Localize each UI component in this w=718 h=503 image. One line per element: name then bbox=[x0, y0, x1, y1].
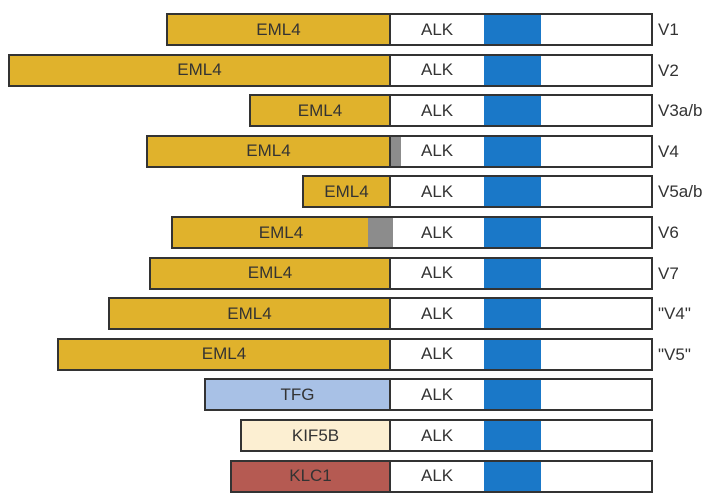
kinase-domain bbox=[484, 380, 541, 410]
partner-label: EML4 bbox=[324, 181, 369, 201]
partner-domain: EML4 bbox=[171, 216, 391, 249]
partner-domain: EML4 bbox=[302, 175, 391, 209]
alk-label: ALK bbox=[421, 344, 454, 364]
kinase-domain bbox=[484, 461, 541, 491]
alk-label: ALK bbox=[421, 60, 454, 80]
partner-label: EML4 bbox=[246, 141, 291, 161]
junction-segment bbox=[368, 218, 393, 247]
partner-label: TFG bbox=[280, 384, 315, 404]
variant-label: V7 bbox=[658, 263, 679, 283]
alk-domain: ALK bbox=[389, 53, 653, 87]
kinase-domain bbox=[484, 177, 541, 207]
alk-domain: ALK bbox=[389, 13, 653, 46]
alk-label: ALK bbox=[421, 181, 454, 201]
alk-domain: ALK bbox=[389, 337, 653, 371]
alk-label: ALK bbox=[421, 263, 454, 283]
alk-domain: ALK bbox=[389, 459, 653, 493]
partner-domain: KLC1 bbox=[230, 459, 391, 493]
partner-label: KIF5B bbox=[291, 425, 340, 445]
alk-domain: ALK bbox=[389, 94, 653, 128]
alk-domain: ALK bbox=[368, 216, 653, 249]
junction-segment bbox=[391, 136, 401, 166]
variant-label: V3a/b bbox=[658, 101, 703, 121]
kinase-domain bbox=[484, 136, 541, 166]
kinase-domain bbox=[484, 96, 541, 126]
alk-label: ALK bbox=[421, 19, 454, 39]
variant-label: V2 bbox=[658, 60, 679, 80]
variant-label: V6 bbox=[658, 223, 679, 242]
partner-domain: EML4 bbox=[149, 256, 391, 290]
kinase-domain bbox=[484, 258, 541, 288]
kinase-domain bbox=[484, 421, 541, 450]
alk-domain: ALK bbox=[389, 378, 653, 412]
alk-domain: ALK bbox=[389, 419, 653, 452]
alk-label: ALK bbox=[421, 141, 454, 161]
partner-label: EML4 bbox=[258, 222, 304, 242]
partner-domain: EML4 bbox=[249, 94, 391, 128]
alk-label: ALK bbox=[421, 384, 454, 404]
partner-label: EML4 bbox=[247, 263, 293, 283]
alk-domain: ALK bbox=[389, 175, 653, 209]
partner-label: EML4 bbox=[201, 344, 247, 364]
alk-domain: ALK bbox=[389, 134, 653, 168]
partner-domain: TFG bbox=[204, 378, 391, 412]
partner-domain: EML4 bbox=[8, 53, 391, 87]
partner-domain: EML4 bbox=[57, 337, 391, 371]
partner-label: EML4 bbox=[227, 303, 272, 323]
partner-label: KLC1 bbox=[289, 466, 332, 486]
alk-domain: ALK bbox=[389, 256, 653, 290]
partner-label: EML4 bbox=[177, 60, 222, 80]
alk-label: ALK bbox=[421, 425, 454, 445]
variant-label: V1 bbox=[658, 20, 679, 39]
kinase-domain bbox=[484, 15, 541, 44]
alk-label: ALK bbox=[421, 303, 454, 323]
partner-label: EML4 bbox=[297, 100, 343, 120]
alk-label: ALK bbox=[421, 466, 454, 486]
kinase-domain bbox=[484, 55, 541, 85]
partner-label: EML4 bbox=[256, 19, 301, 39]
partner-domain: EML4 bbox=[108, 297, 391, 331]
kinase-domain bbox=[484, 299, 541, 329]
kinase-domain bbox=[484, 339, 541, 369]
partner-domain: EML4 bbox=[166, 13, 391, 46]
variant-label: "V5" bbox=[658, 344, 691, 364]
alk-label: ALK bbox=[421, 222, 454, 242]
kinase-domain bbox=[484, 218, 541, 247]
alk-label: ALK bbox=[421, 100, 454, 120]
alk-domain: ALK bbox=[389, 297, 653, 331]
variant-label: V5a/b bbox=[658, 182, 703, 202]
variant-label: "V4" bbox=[658, 304, 691, 324]
partner-domain: KIF5B bbox=[240, 419, 391, 452]
partner-domain: EML4 bbox=[146, 134, 391, 168]
variant-label: V4 bbox=[658, 141, 679, 161]
